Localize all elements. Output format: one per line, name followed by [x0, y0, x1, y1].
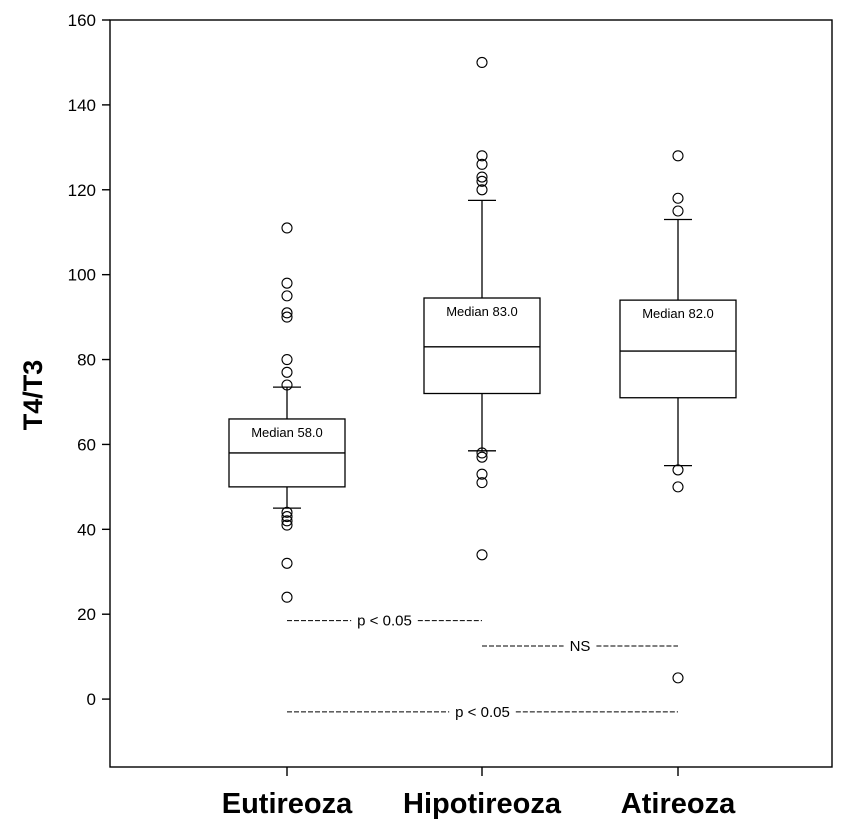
outlier-point	[476, 447, 488, 459]
outlier-point	[281, 222, 293, 234]
box-group: Median 83.0	[423, 56, 541, 561]
outlier-point	[281, 511, 293, 523]
outlier-point	[281, 515, 293, 527]
comparison: p < 0.05	[287, 613, 482, 630]
median-label: Median 58.0	[251, 425, 323, 440]
x-category-label: Atireoza	[621, 788, 736, 820]
outlier-point	[476, 451, 488, 463]
box-group: Median 58.0	[228, 222, 346, 603]
y-tick-label: 100	[68, 266, 96, 285]
plot-frame	[109, 19, 833, 768]
iqr-box	[619, 299, 737, 399]
outlier-point	[281, 307, 293, 319]
outlier-point	[672, 192, 684, 204]
comparison-label: NS	[570, 638, 591, 655]
outlier-point	[281, 591, 293, 603]
x-category-label: Eutireoza	[222, 788, 353, 820]
comparison: NS	[482, 638, 678, 655]
y-axis-title: T4/T3	[18, 360, 48, 431]
outlier-point	[281, 506, 293, 518]
median-label: Median 83.0	[446, 304, 518, 319]
outlier-point	[476, 171, 488, 183]
y-tick-label: 60	[77, 435, 96, 454]
outlier-point	[476, 477, 488, 489]
boxes: Median 58.0 Median 83.0 Median 82.0	[228, 56, 737, 684]
outlier-point	[476, 468, 488, 480]
comparison-label: p < 0.05	[357, 613, 412, 630]
box-group: Median 82.0	[619, 150, 737, 684]
outlier-point	[476, 158, 488, 170]
iqr-box	[423, 297, 541, 395]
y-tick-label: 140	[68, 96, 96, 115]
y-tick-label: 120	[68, 181, 96, 200]
outlier-point	[281, 366, 293, 378]
median-label: Median 82.0	[642, 306, 714, 321]
outlier-point	[281, 353, 293, 366]
outlier-point	[672, 205, 684, 217]
axes: 0 20 40 60 80 100 120 140 160 Eutireoza Hipotireoz…	[68, 11, 833, 820]
y-tick-label: 20	[77, 605, 96, 624]
outlier-point	[672, 150, 684, 162]
comparison: p < 0.05	[287, 704, 678, 721]
x-category-label: Hipotireoza	[403, 788, 562, 820]
outlier-point	[281, 379, 293, 391]
comparison-label: p < 0.05	[455, 704, 510, 721]
outlier-point	[476, 175, 488, 187]
outlier-point	[476, 56, 488, 68]
outlier-point	[476, 150, 488, 162]
outlier-point	[281, 557, 293, 569]
outlier-point	[281, 311, 293, 323]
outlier-point	[281, 277, 293, 289]
y-tick-label: 80	[77, 351, 96, 370]
outlier-point	[476, 549, 488, 561]
outlier-point	[672, 481, 684, 493]
outlier-point	[672, 464, 684, 476]
outlier-point	[672, 672, 684, 684]
outlier-point	[281, 290, 293, 302]
y-tick-label: 40	[77, 520, 96, 539]
outlier-point	[281, 519, 293, 531]
outlier-point	[476, 184, 488, 196]
y-tick-label: 160	[68, 11, 96, 30]
y-tick-label: 0	[87, 690, 96, 709]
significance-comparisons: p < 0.05 NS p < 0.05	[287, 613, 678, 721]
